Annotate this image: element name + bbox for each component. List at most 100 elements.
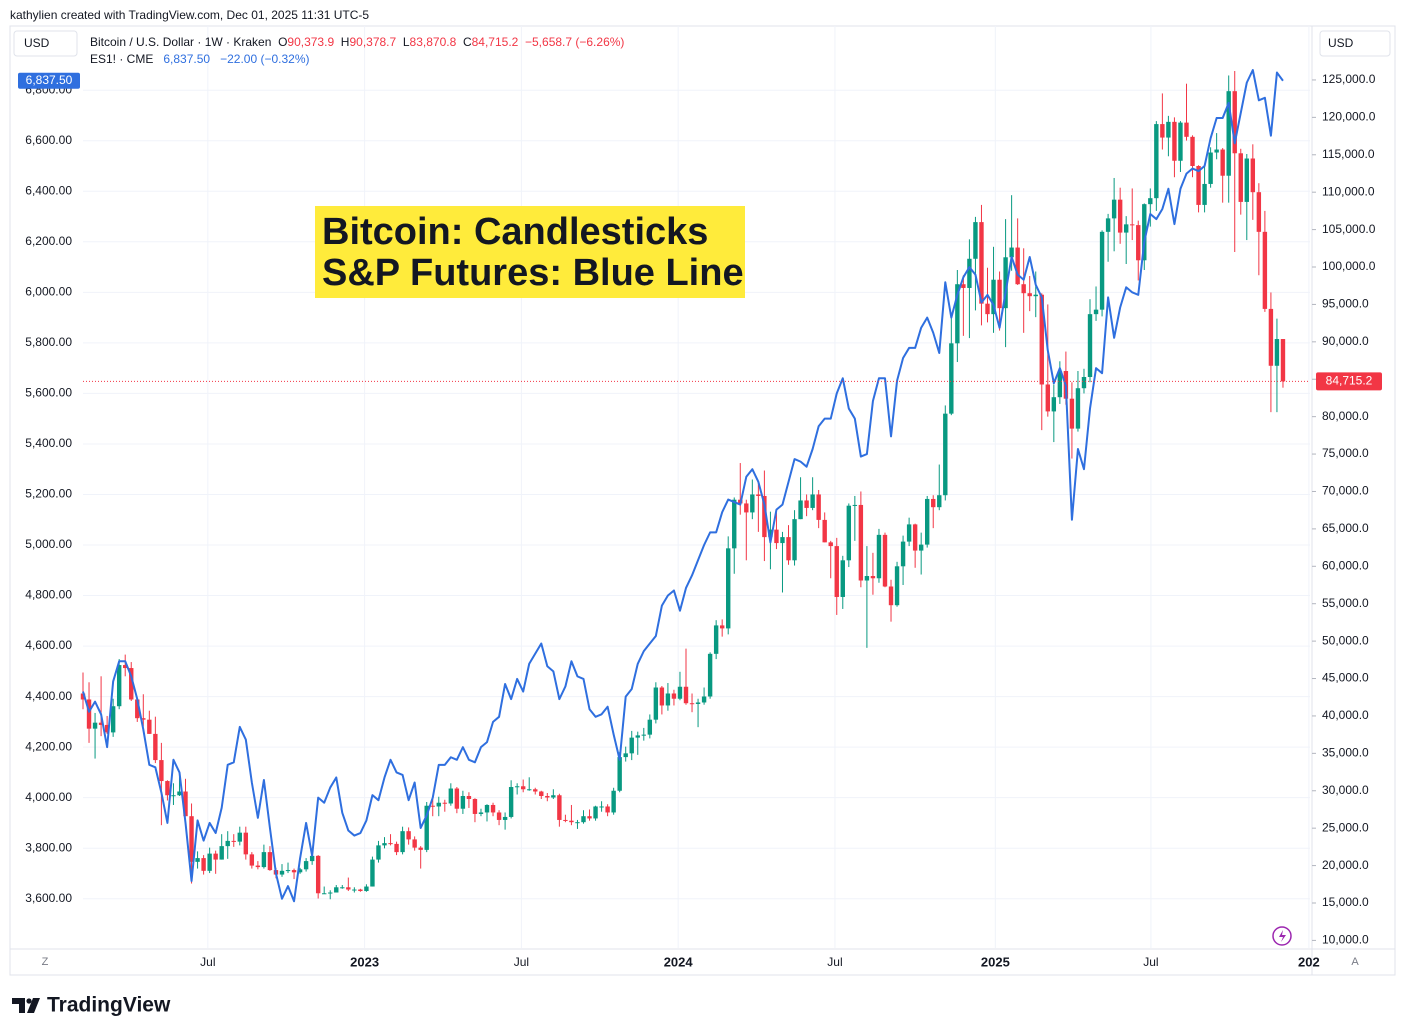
candle-body bbox=[611, 790, 616, 813]
candle-body bbox=[1274, 339, 1280, 366]
candle-body bbox=[116, 665, 122, 707]
candle-body bbox=[780, 537, 785, 544]
candle-body bbox=[653, 687, 659, 720]
candle-body bbox=[1184, 122, 1189, 137]
price-badge bbox=[1316, 372, 1382, 391]
currency-right[interactable]: USD bbox=[1328, 36, 1354, 50]
candle-body bbox=[1232, 91, 1237, 154]
scale-button[interactable]: Z bbox=[42, 956, 49, 968]
candle-body bbox=[756, 494, 761, 496]
y2-tick-label: 45,000.0 bbox=[1322, 671, 1369, 685]
candle-body bbox=[104, 724, 110, 733]
candle-body bbox=[635, 735, 640, 738]
candle-body bbox=[1003, 257, 1008, 309]
candle-body bbox=[768, 529, 773, 538]
candle-body bbox=[110, 706, 116, 733]
candle-body bbox=[195, 858, 200, 862]
candle-body bbox=[605, 806, 610, 813]
candle-body bbox=[786, 537, 791, 561]
candle-body bbox=[1130, 224, 1135, 226]
candle-body bbox=[249, 854, 255, 866]
candle-body bbox=[1045, 384, 1050, 412]
candle-body bbox=[1136, 225, 1141, 261]
y-tick-label: 6,200.00 bbox=[25, 234, 72, 248]
candle-body bbox=[243, 832, 249, 855]
y-tick-label: 3,600.00 bbox=[25, 891, 72, 905]
candle-body bbox=[1081, 376, 1087, 389]
candle-body bbox=[255, 865, 261, 868]
candle-body bbox=[1117, 199, 1123, 233]
candle-body bbox=[424, 805, 429, 850]
candle-body bbox=[1027, 293, 1032, 297]
y-tick-label: 5,000.00 bbox=[25, 537, 72, 551]
candle-body bbox=[394, 843, 399, 853]
legend-change: −22.00 (−0.32%) bbox=[220, 52, 310, 66]
candle-body bbox=[1069, 398, 1075, 429]
y-tick-label: 4,600.00 bbox=[25, 638, 72, 652]
candle-body bbox=[967, 258, 972, 288]
candle-body bbox=[346, 887, 351, 890]
sparkle-icon[interactable] bbox=[1272, 926, 1292, 946]
candle-body bbox=[1238, 153, 1243, 202]
legend-name: ES1! · CME bbox=[90, 52, 154, 66]
candle-body bbox=[1021, 284, 1026, 294]
candle-body bbox=[750, 494, 755, 513]
y2-tick-label: 10,000.0 bbox=[1322, 933, 1369, 947]
candle-body bbox=[201, 858, 206, 871]
candle-body bbox=[352, 889, 357, 891]
scale-button[interactable]: A bbox=[1351, 956, 1359, 968]
candle-body bbox=[581, 816, 586, 823]
candle-body bbox=[80, 693, 86, 700]
legend-btc: Bitcoin / U.S. Dollar · 1W · Kraken O90,… bbox=[90, 35, 624, 49]
candle-body bbox=[297, 869, 303, 873]
logo: TradingView bbox=[12, 994, 171, 1017]
candle-body bbox=[991, 279, 996, 315]
candle-body bbox=[900, 541, 906, 567]
candle-body bbox=[376, 845, 381, 860]
candle-body bbox=[1202, 183, 1207, 205]
candle-body bbox=[514, 786, 520, 788]
candle-body bbox=[98, 722, 104, 725]
candle-body bbox=[527, 789, 532, 791]
candle-body bbox=[647, 719, 653, 735]
candle-body bbox=[490, 804, 496, 813]
candle-body bbox=[888, 586, 894, 606]
y2-tick-label: 95,000.0 bbox=[1322, 297, 1369, 311]
currency-button[interactable] bbox=[1319, 30, 1391, 57]
candle-body bbox=[1280, 339, 1286, 382]
candle-body bbox=[388, 843, 393, 845]
logo-text: TradingView bbox=[47, 994, 171, 1017]
candle-body bbox=[1123, 224, 1129, 233]
candle-body bbox=[159, 760, 164, 782]
y2-tick-label: 30,000.0 bbox=[1322, 783, 1369, 797]
x-tick-label: 2025 bbox=[981, 954, 1010, 969]
candle-body bbox=[328, 892, 333, 894]
candle-body bbox=[502, 816, 508, 820]
marks bbox=[80, 69, 1286, 903]
y2-tick-label: 60,000.0 bbox=[1322, 558, 1369, 572]
y-tick-label: 3,800.00 bbox=[25, 840, 72, 854]
candle-body bbox=[810, 494, 815, 508]
annotation: Bitcoin: Candlesticks bbox=[322, 211, 708, 253]
currency-left[interactable]: USD bbox=[24, 36, 50, 50]
candle-body bbox=[997, 279, 1002, 309]
candle-body bbox=[593, 806, 598, 819]
y2-tick-label: 105,000.0 bbox=[1322, 222, 1376, 236]
candle-body bbox=[683, 686, 689, 704]
currency-button[interactable] bbox=[13, 30, 78, 57]
y-tick-label: 4,200.00 bbox=[25, 739, 72, 753]
legend-name: Bitcoin / U.S. Dollar · 1W · Kraken bbox=[90, 35, 272, 49]
candle-body bbox=[285, 870, 291, 872]
candle-body bbox=[659, 687, 665, 706]
candle-body bbox=[1166, 121, 1171, 138]
logo-dot bbox=[26, 998, 32, 1004]
candle-body bbox=[551, 795, 556, 798]
candle-body bbox=[1178, 122, 1183, 161]
candle-body bbox=[231, 840, 236, 842]
candle-body bbox=[520, 786, 526, 790]
y-tick-label: 5,400.00 bbox=[25, 436, 72, 450]
y2-tick-label: 65,000.0 bbox=[1322, 521, 1369, 535]
legend-label: C bbox=[462, 35, 472, 49]
